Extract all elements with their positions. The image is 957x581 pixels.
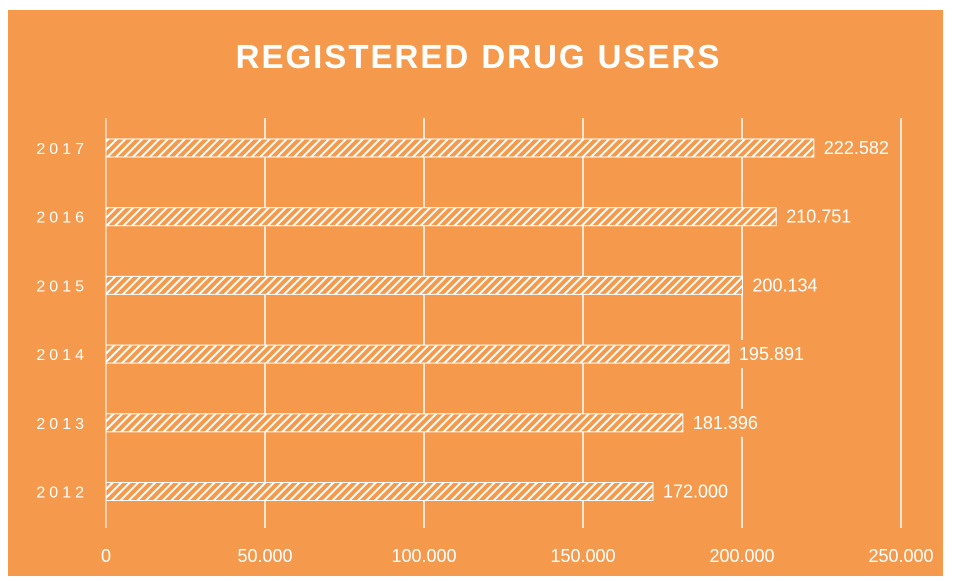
value-label-2012: 172.000: [663, 482, 728, 502]
bar-2012: [105, 482, 654, 501]
bar-2016: [105, 207, 777, 227]
value-label-2015: 200.134: [752, 275, 817, 295]
value-label-bg: [688, 408, 767, 437]
chart-title: REGISTERED DRUG USERS: [235, 38, 722, 75]
value-label-2017: 222.582: [824, 138, 889, 158]
y-tick-label-2016: 2016: [36, 210, 88, 227]
y-tick-label-2017: 2017: [36, 141, 88, 158]
value-label-2013: 181.396: [693, 413, 758, 433]
y-tick-label-2014: 2014: [36, 347, 88, 364]
x-tick-label: 200.000: [709, 546, 774, 566]
x-tick-label: 0: [101, 546, 111, 566]
bar-2017: [105, 138, 815, 158]
value-label-2014: 195.891: [739, 344, 804, 364]
x-tick-label: 150.000: [550, 546, 615, 566]
y-tick-label-2015: 2015: [36, 278, 88, 295]
y-tick-label-2013: 2013: [36, 416, 88, 433]
value-label-bg: [658, 477, 737, 506]
y-tick-label-2012: 2012: [36, 485, 88, 502]
x-tick-label: 100.000: [391, 546, 456, 566]
bar-2015: [105, 275, 743, 295]
value-label-bg: [819, 134, 898, 162]
value-label-bg: [782, 202, 861, 231]
value-label-bg: [748, 271, 827, 300]
x-tick-label: 50.000: [237, 546, 292, 566]
bar-2014: [105, 344, 730, 364]
value-label-bg: [734, 340, 813, 369]
value-label-2016: 210.751: [786, 207, 851, 227]
x-tick-label: 250.000: [868, 546, 933, 566]
bar-2013: [105, 413, 684, 433]
